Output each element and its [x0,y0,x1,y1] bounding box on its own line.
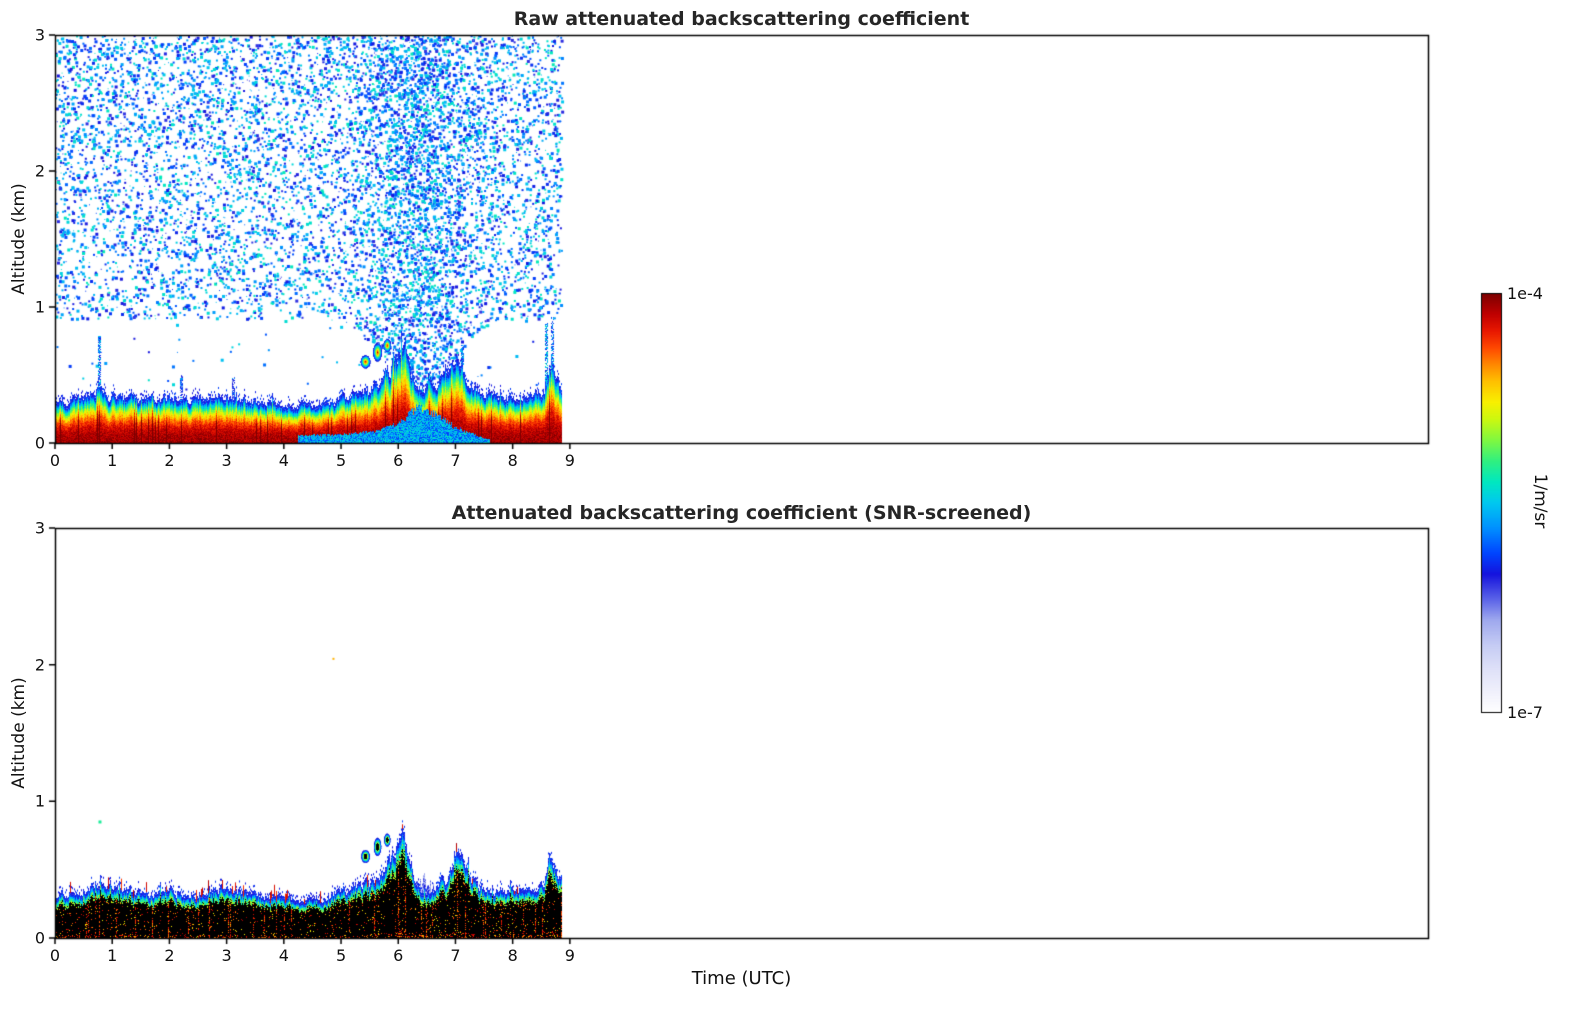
y-axis-label-top: Altitude (km) [9,183,29,295]
x-tick-label: 1 [107,946,118,965]
colorbar-min-label: 1e-7 [1507,703,1543,722]
x-tick-label: 2 [164,451,175,470]
y-tick-label: 2 [34,161,45,181]
x-tick-label: 4 [278,946,289,965]
y-tick-label: 3 [34,518,45,538]
x-tick-label: 9 [564,946,575,965]
x-tick-label: 6 [393,451,404,470]
x-tick-label: 6 [393,946,404,965]
colorbar-max-label: 1e-4 [1507,284,1543,303]
y-tick-label: 2 [34,655,45,675]
panel-title-raw: Raw attenuated backscattering coefficien… [513,8,970,30]
x-tick-label: 8 [507,451,518,470]
colorbar-units-label: 1/m/sr [1530,473,1550,529]
x-tick-label: 8 [507,946,518,965]
y-tick-label: 1 [34,791,45,811]
x-tick-label: 7 [450,946,461,965]
y-axis-label-bottom: Altitude (km) [9,677,29,789]
x-tick-label: 3 [221,451,232,470]
x-tick-label: 3 [221,946,232,965]
x-tick-label: 7 [450,451,461,470]
x-axis-label: Time (UTC) [691,968,792,989]
x-tick-label: 2 [164,946,175,965]
x-tick-label: 5 [335,946,347,965]
x-tick-label: 1 [107,451,118,470]
x-tick-label: 5 [335,451,347,470]
y-tick-label: 3 [34,25,45,45]
y-tick-label: 0 [34,433,45,453]
y-tick-label: 0 [34,928,45,948]
x-tick-label: 9 [564,451,575,470]
x-tick-label: 0 [49,946,61,965]
x-tick-label: 4 [278,451,289,470]
y-tick-label: 1 [34,297,45,317]
x-tick-label: 0 [49,451,61,470]
panel-title-screened: Attenuated backscattering coefficient (S… [451,502,1032,524]
